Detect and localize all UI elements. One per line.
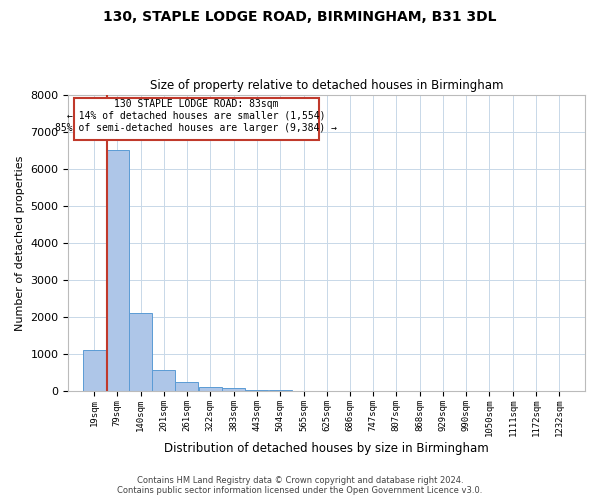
Title: Size of property relative to detached houses in Birmingham: Size of property relative to detached ho… [150,79,503,92]
Text: 130 STAPLE LODGE ROAD: 83sqm: 130 STAPLE LODGE ROAD: 83sqm [114,98,278,108]
Text: 85% of semi-detached houses are larger (9,384) →: 85% of semi-detached houses are larger (… [55,122,337,132]
Bar [222,388,245,391]
Bar [152,370,175,391]
Bar [129,314,152,391]
X-axis label: Distribution of detached houses by size in Birmingham: Distribution of detached houses by size … [164,442,489,455]
FancyBboxPatch shape [74,98,319,140]
Bar [245,390,268,391]
Bar [199,387,222,391]
Text: ← 14% of detached houses are smaller (1,554): ← 14% of detached houses are smaller (1,… [67,110,326,120]
Bar [106,150,128,391]
Bar [175,382,199,391]
Y-axis label: Number of detached properties: Number of detached properties [15,155,25,330]
Text: 130, STAPLE LODGE ROAD, BIRMINGHAM, B31 3DL: 130, STAPLE LODGE ROAD, BIRMINGHAM, B31 … [103,10,497,24]
Text: Contains HM Land Registry data © Crown copyright and database right 2024.
Contai: Contains HM Land Registry data © Crown c… [118,476,482,495]
Bar [83,350,106,391]
Bar [269,390,292,391]
